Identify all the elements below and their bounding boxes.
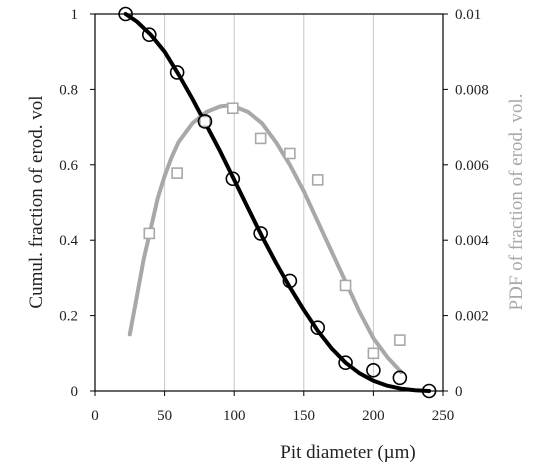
y-tick-label: 0.6 — [59, 158, 78, 174]
cumulative-data-point — [253, 226, 268, 241]
cumulative-data-point — [141, 27, 157, 43]
cumulative-data-point — [366, 362, 381, 378]
cumulative-data-point — [225, 171, 241, 187]
y-axis-ticks: 0 0.2 0.4 0.6 0.8 1 — [59, 7, 95, 400]
cumulative-data-point — [169, 65, 185, 80]
y-axis-title: Cumul. fraction of erod. vol — [26, 95, 47, 308]
x-tick-label: 0 — [91, 408, 99, 424]
y-tick-label: 0.4 — [59, 233, 78, 249]
pdf-data-point — [284, 147, 296, 160]
x-tick-label: 50 — [157, 408, 172, 424]
y-tick-label: 0 — [71, 384, 79, 400]
y2-tick-label: 0.006 — [455, 158, 489, 174]
y2-tick-label: 0.01 — [455, 7, 481, 23]
pdf-data-point — [394, 334, 406, 346]
y2-tick-label: 0.002 — [455, 309, 489, 325]
y2-tick-label: 0.004 — [455, 233, 489, 249]
pdf-data-point — [171, 167, 183, 179]
y-tick-label: 0.8 — [59, 82, 78, 98]
plot-frame — [94, 13, 444, 392]
pdf-data-point — [254, 132, 267, 145]
cumulative-data-point — [421, 383, 437, 399]
cumulative-data-point — [197, 114, 213, 129]
y2-tick-label: 0.008 — [455, 82, 489, 98]
x-axis-ticks: 0 50 100 150 200 250 — [91, 391, 454, 424]
pdf-data-point — [199, 115, 211, 128]
cumulative-data-point — [282, 273, 298, 289]
y2-tick-label: 0 — [455, 384, 463, 400]
y2-axis-title: PDF of fraction of erod. vol. — [506, 94, 527, 311]
pdf-data-point — [367, 347, 380, 360]
cumulative-data-point — [392, 370, 408, 386]
x-axis-title: Pit diameter (µm) — [280, 442, 415, 463]
x-tick-label: 150 — [293, 408, 316, 424]
y-tick-label: 0.2 — [59, 309, 78, 325]
cumulative-data-point — [310, 320, 326, 335]
x-tick-label: 100 — [223, 408, 246, 424]
grid-layer — [164, 14, 374, 391]
series-layer — [118, 6, 437, 399]
x-tick-label: 200 — [362, 408, 385, 424]
pdf-data-point — [143, 227, 156, 240]
cumulative-data-point — [338, 355, 353, 371]
cumulative-data-point — [118, 6, 133, 22]
pdf-data-point — [339, 279, 352, 292]
x-tick-label: 250 — [432, 408, 455, 424]
pdf-data-point — [227, 102, 239, 115]
pdf-data-point — [311, 174, 324, 186]
y2-axis-ticks: 0 0.002 0.004 0.006 0.008 0.01 — [443, 7, 489, 400]
y-tick-label: 1 — [71, 7, 79, 23]
